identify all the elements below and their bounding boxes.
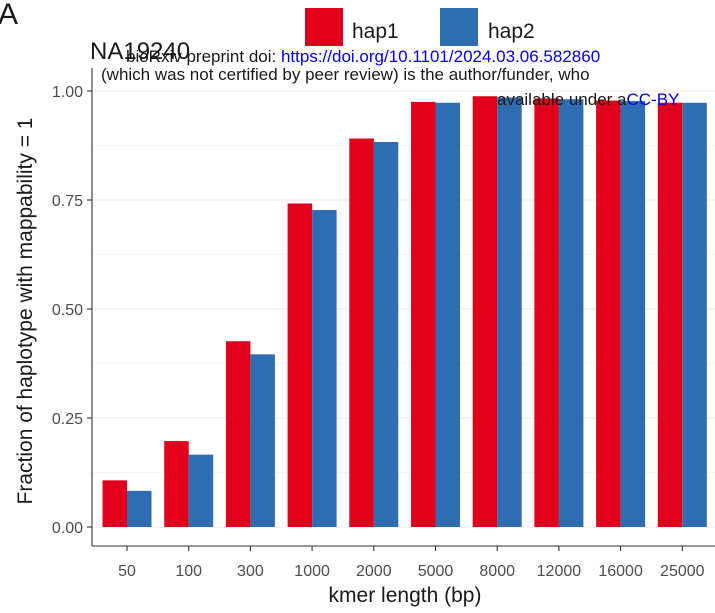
bar-hap2-5000 — [435, 102, 460, 527]
legend-swatch-hap2 — [440, 8, 478, 46]
x-tick-label: 1000 — [294, 563, 330, 580]
x-tick-label: 25000 — [660, 563, 705, 580]
y-tick-label: 1.00 — [52, 84, 83, 101]
x-tick-label: 5000 — [418, 563, 454, 580]
bars — [102, 96, 707, 528]
preprint-line-3: available under aCC-BY — [497, 90, 679, 109]
preprint-license-prefix: available under a — [497, 90, 627, 109]
legend: hap1 hap2 — [305, 8, 535, 46]
preprint-notice: bioRxiv preprint doi: https://doi.org/10… — [101, 47, 679, 109]
bar-hap2-8000 — [497, 97, 522, 527]
bar-hap2-50 — [127, 490, 152, 527]
bar-hap2-25000 — [682, 102, 707, 527]
bar-hap1-12000 — [534, 98, 559, 528]
legend-label-hap2: hap2 — [488, 20, 535, 43]
preprint-line-1: bioRxiv preprint doi: https://doi.org/10… — [126, 47, 600, 66]
y-tick-label: 0.50 — [52, 302, 83, 319]
gridlines — [92, 90, 715, 528]
bar-hap2-12000 — [558, 99, 584, 527]
y-tick-label: 0.25 — [52, 411, 83, 428]
legend-swatch-hap1 — [305, 8, 343, 46]
x-tick-label: 100 — [175, 563, 202, 580]
bar-hap1-8000 — [472, 96, 498, 528]
x-tick-label: 12000 — [537, 563, 582, 580]
bar-hap1-300 — [225, 341, 251, 527]
bar-hap1-1000 — [287, 203, 313, 527]
x-tick-label: 16000 — [598, 563, 643, 580]
x-tick-label: 2000 — [356, 563, 392, 580]
x-tick-label: 300 — [237, 563, 264, 580]
preprint-doi-link[interactable]: https://doi.org/10.1101/2024.03.06.58286… — [281, 47, 600, 66]
bar-hap2-2000 — [373, 142, 399, 527]
panel-label: A — [0, 0, 18, 31]
bar-hap1-50 — [102, 480, 127, 527]
bar-hap1-2000 — [349, 138, 374, 528]
y-axis: 0.00 0.25 0.50 0.75 1.00 — [52, 68, 93, 546]
y-tick-label: 0.00 — [52, 520, 83, 537]
bar-hap2-16000 — [620, 101, 646, 527]
bar-hap1-5000 — [411, 101, 436, 528]
preprint-doi-prefix: bioRxiv preprint doi: — [126, 47, 281, 66]
x-axis: 50 100 300 1000 2000 5000 8000 12000 16000 25000 — [92, 545, 715, 580]
legend-label-hap1: hap1 — [352, 20, 399, 43]
bar-hap2-100 — [188, 454, 214, 527]
y-tick-label: 0.75 — [52, 193, 83, 210]
bar-hap2-1000 — [312, 210, 337, 527]
x-tick-label: 50 — [118, 563, 136, 580]
preprint-license-link[interactable]: CC-BY — [626, 90, 679, 109]
bar-hap1-100 — [164, 441, 189, 527]
x-axis-label: kmer length (bp) — [329, 584, 482, 607]
bar-hap1-25000 — [657, 102, 683, 527]
bar-hap2-300 — [250, 354, 275, 527]
preprint-line-2: (which was not certified by peer review)… — [101, 65, 590, 84]
bar-hap1-16000 — [596, 100, 621, 527]
y-axis-label: Fraction of haplotype with mappability =… — [14, 118, 37, 505]
chart-title: NA19240 — [90, 38, 190, 65]
x-tick-label: 8000 — [479, 563, 515, 580]
